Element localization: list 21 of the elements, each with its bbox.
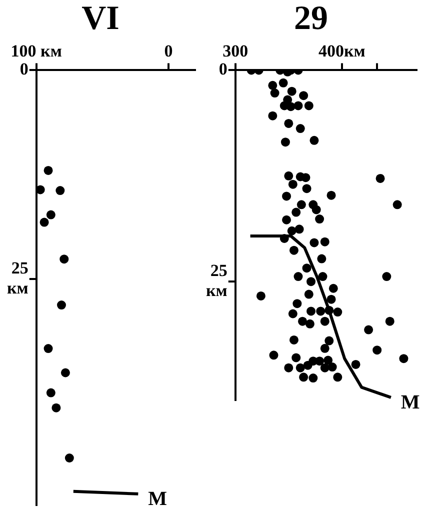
chart-title: 29 xyxy=(294,0,328,38)
point xyxy=(46,210,56,220)
x-tick-label: 300 xyxy=(222,41,248,60)
series-label: M xyxy=(148,488,168,510)
point xyxy=(60,368,70,378)
point xyxy=(40,218,49,227)
point xyxy=(46,388,56,398)
y-tick-label: 25 км xyxy=(206,260,228,300)
y-tick-label: 25 км xyxy=(7,258,29,298)
point xyxy=(52,403,61,412)
point xyxy=(64,453,74,462)
series-label: M xyxy=(400,392,420,414)
point xyxy=(56,186,65,196)
x-tick-label: 100 км xyxy=(10,41,62,60)
point xyxy=(44,344,53,354)
x-tick-label: 0 xyxy=(164,41,173,60)
chart-title: VI xyxy=(82,0,120,38)
point xyxy=(44,166,53,175)
point xyxy=(56,300,66,310)
x-tick-label: 400км xyxy=(318,41,366,60)
point xyxy=(60,254,69,264)
